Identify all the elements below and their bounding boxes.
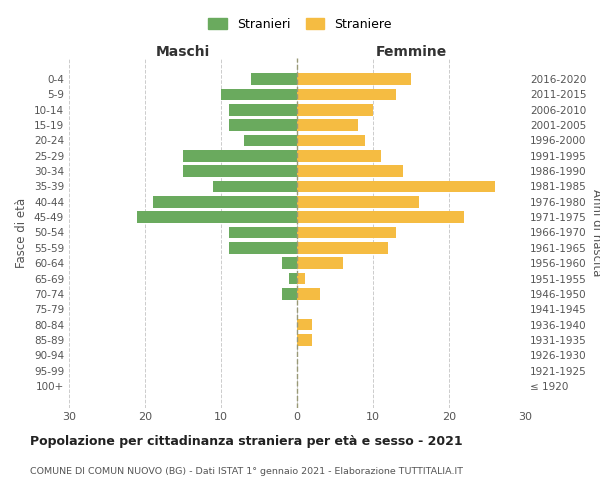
Bar — [229, 226, 297, 238]
Bar — [297, 120, 358, 131]
Bar — [297, 319, 312, 330]
Bar — [221, 88, 297, 100]
Bar — [214, 180, 297, 192]
Text: Popolazione per cittadinanza straniera per età e sesso - 2021: Popolazione per cittadinanza straniera p… — [30, 435, 463, 448]
Bar — [297, 134, 365, 146]
Bar — [137, 212, 297, 223]
Bar — [297, 74, 411, 85]
Bar — [282, 288, 297, 300]
Bar — [297, 150, 380, 162]
Text: Maschi: Maschi — [156, 45, 210, 59]
Bar — [183, 166, 297, 177]
Y-axis label: Anni di nascita: Anni di nascita — [590, 189, 600, 276]
Y-axis label: Fasce di età: Fasce di età — [16, 198, 28, 268]
Legend: Stranieri, Straniere: Stranieri, Straniere — [202, 11, 398, 37]
Bar — [183, 150, 297, 162]
Bar — [244, 134, 297, 146]
Bar — [251, 74, 297, 85]
Text: COMUNE DI COMUN NUOVO (BG) - Dati ISTAT 1° gennaio 2021 - Elaborazione TUTTITALI: COMUNE DI COMUN NUOVO (BG) - Dati ISTAT … — [30, 468, 463, 476]
Bar — [297, 288, 320, 300]
Bar — [297, 104, 373, 116]
Bar — [297, 242, 388, 254]
Bar — [152, 196, 297, 207]
Bar — [289, 273, 297, 284]
Bar — [282, 258, 297, 269]
Bar — [297, 273, 305, 284]
Bar — [297, 180, 494, 192]
Bar — [297, 196, 419, 207]
Bar — [229, 104, 297, 116]
Bar — [297, 166, 403, 177]
Bar — [229, 120, 297, 131]
Bar — [297, 334, 312, 345]
Bar — [229, 242, 297, 254]
Bar — [297, 258, 343, 269]
Bar — [297, 212, 464, 223]
Text: Femmine: Femmine — [376, 45, 446, 59]
Bar — [297, 226, 396, 238]
Bar — [297, 88, 396, 100]
